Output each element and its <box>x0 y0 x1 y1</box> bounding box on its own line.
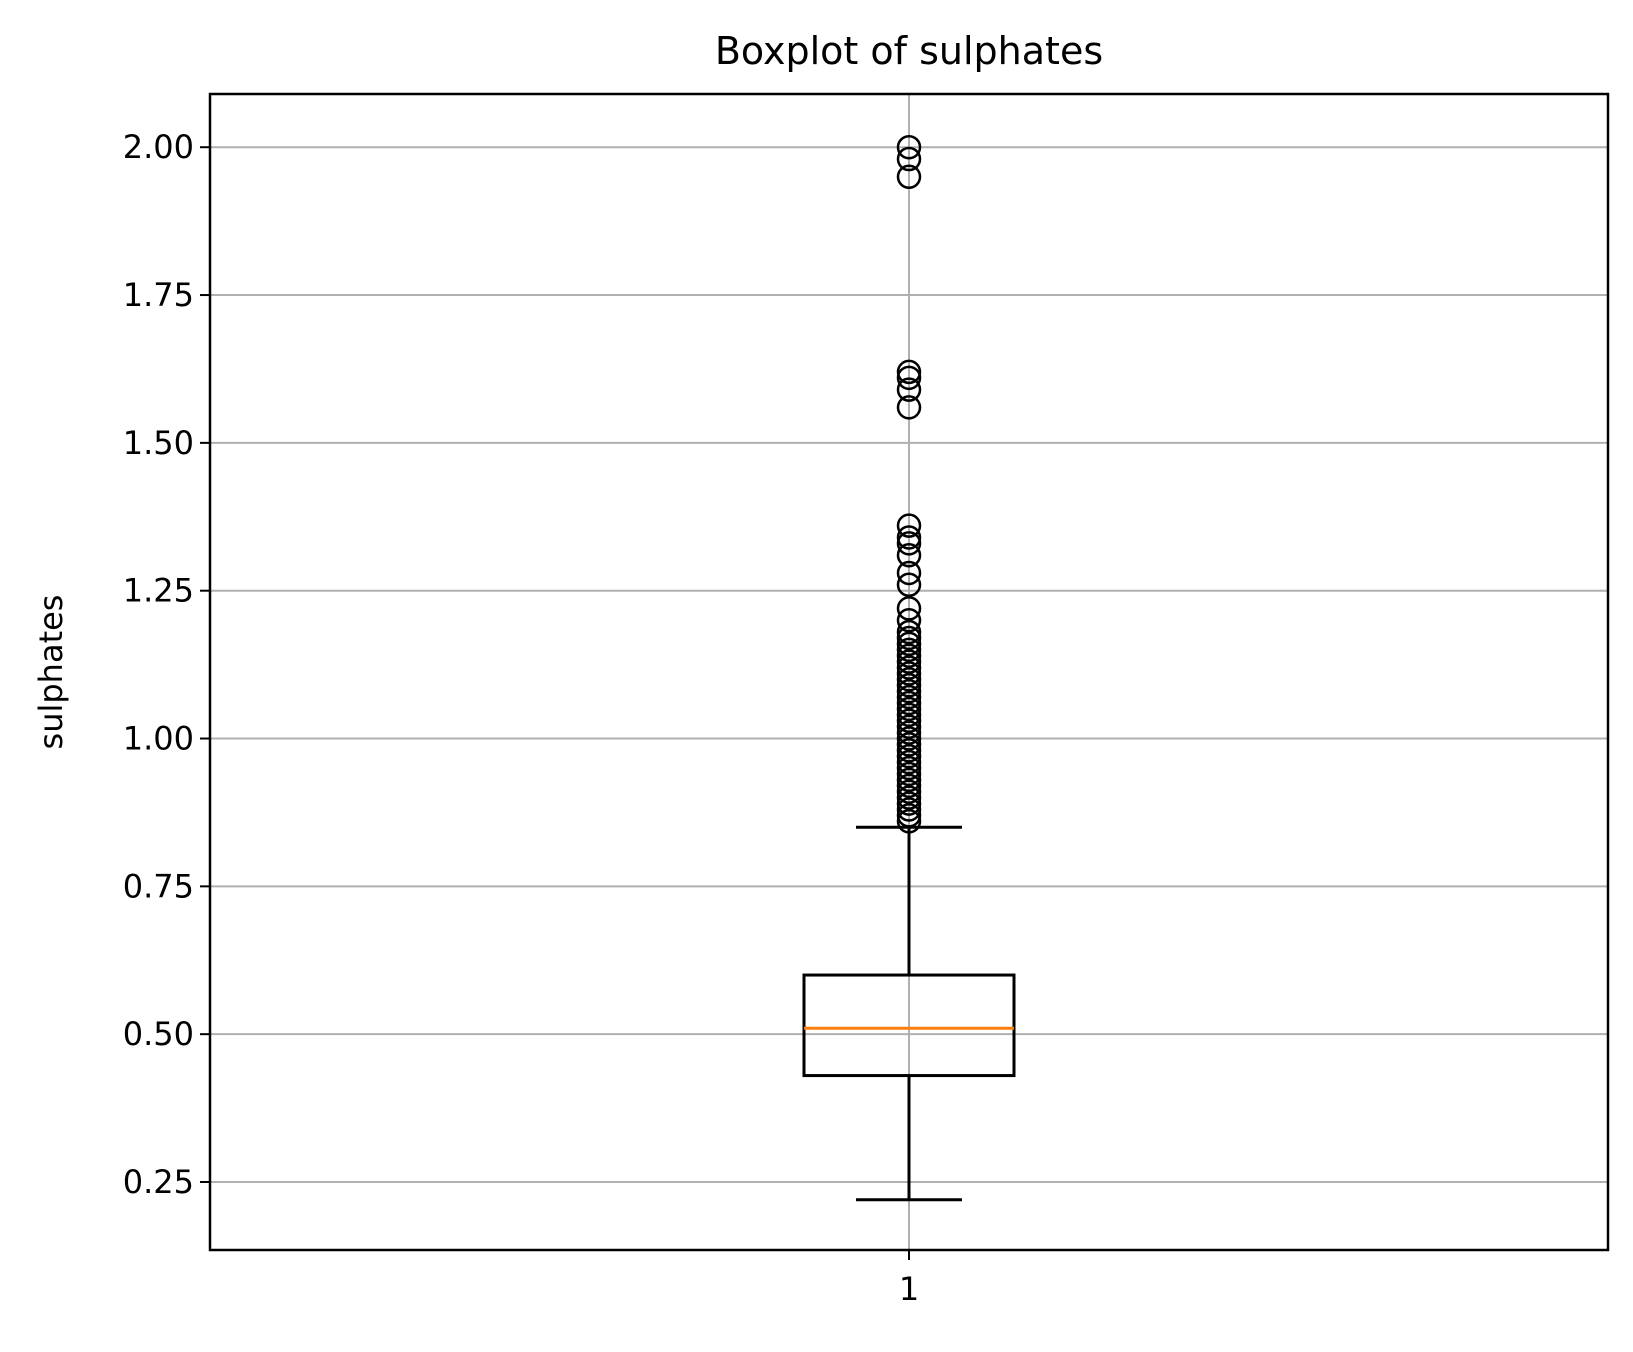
x-tick-label: 1 <box>899 1270 919 1308</box>
y-tick-label: 0.75 <box>123 867 194 905</box>
outlier-point <box>896 761 922 787</box>
outlier-point <box>896 720 922 745</box>
outlier-point <box>896 525 922 550</box>
outlier-point <box>896 767 922 793</box>
outlier-point <box>896 702 922 728</box>
outlier-point <box>896 560 922 586</box>
outlier-point <box>896 631 922 657</box>
outlier-point <box>896 791 922 816</box>
outlier-point <box>896 655 922 680</box>
outlier-point <box>896 738 922 763</box>
outlier-point <box>896 608 922 633</box>
outlier-point <box>896 797 922 822</box>
outlier-point <box>896 513 922 538</box>
y-tick-label: 0.25 <box>123 1163 194 1201</box>
outlier-point <box>896 572 922 598</box>
outlier-point <box>896 625 922 651</box>
outlier-point <box>896 678 922 704</box>
outlier-point <box>896 377 922 402</box>
boxes <box>802 973 1016 1078</box>
outlier-point <box>896 619 922 645</box>
outlier-point <box>896 667 922 692</box>
y-tick-label: 1.00 <box>123 720 194 758</box>
y-tick-label: 1.25 <box>123 572 194 610</box>
outlier-point <box>896 661 922 686</box>
whiskers <box>856 825 962 1202</box>
outlier-point <box>896 596 922 621</box>
outlier-point <box>896 779 922 804</box>
outlier-point <box>896 690 922 716</box>
outlier-point <box>896 803 922 828</box>
outlier-point <box>896 673 922 698</box>
iqr-box <box>802 973 1016 1078</box>
outlier-point <box>896 359 922 385</box>
outlier-point <box>896 684 922 710</box>
outlier-point <box>896 134 922 160</box>
outlier-point <box>896 146 922 172</box>
outlier-point <box>896 744 922 769</box>
outlier-point <box>896 785 922 810</box>
outlier-point <box>896 643 922 668</box>
ticks: 0.25 0.50 0.75 1.00 1.25 1.50 1.75 2.00 1 <box>123 128 919 1308</box>
y-tick-label: 0.50 <box>123 1015 194 1053</box>
y-tick-label: 1.50 <box>123 424 194 462</box>
y-axis-label: sulphates <box>32 595 70 750</box>
outlier-point <box>896 726 922 751</box>
outlier-point <box>896 809 922 834</box>
outlier-point <box>896 542 922 568</box>
outliers <box>896 134 922 834</box>
outlier-point <box>896 649 922 674</box>
outlier-point <box>896 637 922 663</box>
y-tick-label: 2.00 <box>123 128 194 166</box>
outlier-point <box>896 164 922 190</box>
outlier-point <box>896 749 922 775</box>
outlier-point <box>896 696 922 722</box>
outlier-point <box>896 773 922 799</box>
outlier-point <box>896 714 922 739</box>
outlier-point <box>896 755 922 781</box>
y-tick-label: 1.75 <box>123 276 194 314</box>
outlier-point <box>896 395 922 420</box>
outlier-point <box>896 365 922 391</box>
outlier-point <box>896 732 922 757</box>
chart-title: Boxplot of sulphates <box>715 29 1103 73</box>
outlier-point <box>896 708 922 734</box>
outlier-point <box>896 531 922 556</box>
